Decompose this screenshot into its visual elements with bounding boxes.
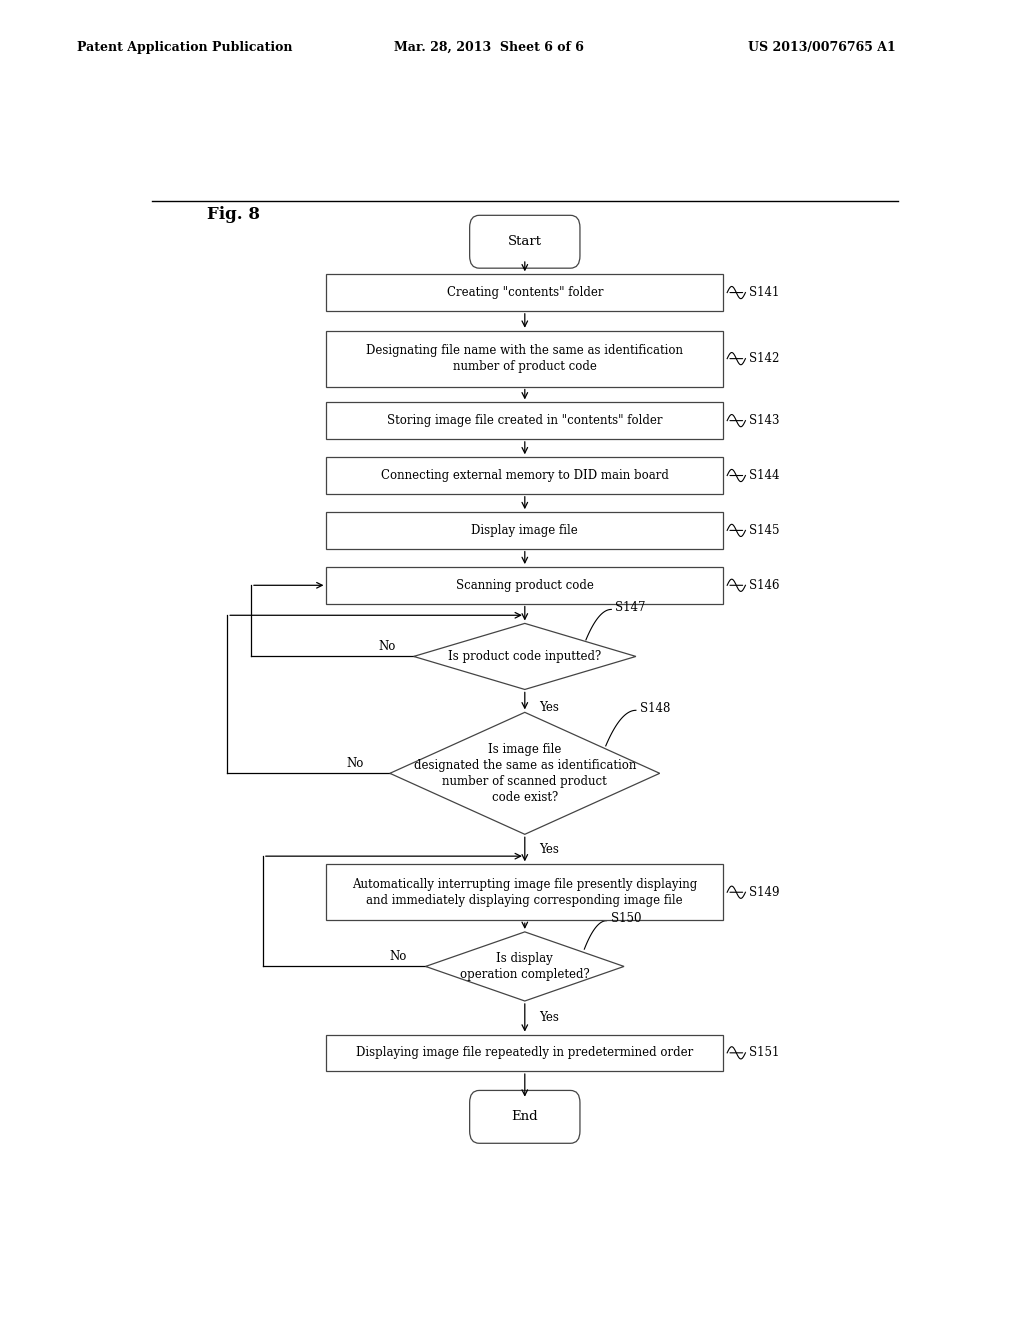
- Text: Is product code inputted?: Is product code inputted?: [449, 649, 601, 663]
- Text: S142: S142: [750, 352, 779, 366]
- FancyBboxPatch shape: [327, 568, 723, 603]
- FancyBboxPatch shape: [327, 1035, 723, 1071]
- FancyBboxPatch shape: [327, 865, 723, 920]
- Text: Automatically interrupting image file presently displaying
and immediately displ: Automatically interrupting image file pr…: [352, 878, 697, 907]
- Text: Designating file name with the same as identification
number of product code: Designating file name with the same as i…: [367, 345, 683, 374]
- FancyBboxPatch shape: [327, 275, 723, 312]
- Text: S149: S149: [750, 886, 780, 899]
- FancyBboxPatch shape: [470, 215, 580, 268]
- Text: No: No: [390, 950, 408, 962]
- Text: Is display
operation completed?: Is display operation completed?: [460, 952, 590, 981]
- Text: Yes: Yes: [539, 843, 559, 857]
- Text: S150: S150: [610, 912, 641, 925]
- Text: S147: S147: [615, 601, 646, 614]
- Text: No: No: [346, 756, 364, 770]
- Text: Is image file
designated the same as identification
number of scanned product
co: Is image file designated the same as ide…: [414, 743, 636, 804]
- Text: S145: S145: [750, 524, 780, 537]
- Text: S143: S143: [750, 414, 780, 428]
- FancyBboxPatch shape: [327, 331, 723, 387]
- Text: US 2013/0076765 A1: US 2013/0076765 A1: [748, 41, 895, 54]
- Text: S144: S144: [750, 469, 780, 482]
- Text: S151: S151: [750, 1047, 779, 1060]
- Text: Displaying image file repeatedly in predetermined order: Displaying image file repeatedly in pred…: [356, 1047, 693, 1060]
- Text: Mar. 28, 2013  Sheet 6 of 6: Mar. 28, 2013 Sheet 6 of 6: [394, 41, 584, 54]
- Text: Patent Application Publication: Patent Application Publication: [77, 41, 292, 54]
- Polygon shape: [426, 932, 624, 1001]
- Text: Yes: Yes: [539, 701, 559, 714]
- FancyBboxPatch shape: [470, 1090, 580, 1143]
- Text: Yes: Yes: [539, 1011, 559, 1024]
- Text: S148: S148: [640, 702, 671, 714]
- Text: Fig. 8: Fig. 8: [207, 206, 260, 223]
- FancyBboxPatch shape: [327, 512, 723, 549]
- Text: Creating "contents" folder: Creating "contents" folder: [446, 286, 603, 300]
- Text: S146: S146: [750, 578, 780, 591]
- FancyBboxPatch shape: [327, 457, 723, 494]
- Polygon shape: [390, 713, 659, 834]
- Text: Start: Start: [508, 235, 542, 248]
- Polygon shape: [414, 623, 636, 689]
- Text: End: End: [511, 1110, 539, 1123]
- FancyBboxPatch shape: [327, 403, 723, 440]
- Text: No: No: [378, 640, 395, 653]
- Text: Display image file: Display image file: [471, 524, 579, 537]
- Text: Storing image file created in "contents" folder: Storing image file created in "contents"…: [387, 414, 663, 428]
- Text: S141: S141: [750, 286, 779, 300]
- Text: Scanning product code: Scanning product code: [456, 578, 594, 591]
- Text: Connecting external memory to DID main board: Connecting external memory to DID main b…: [381, 469, 669, 482]
